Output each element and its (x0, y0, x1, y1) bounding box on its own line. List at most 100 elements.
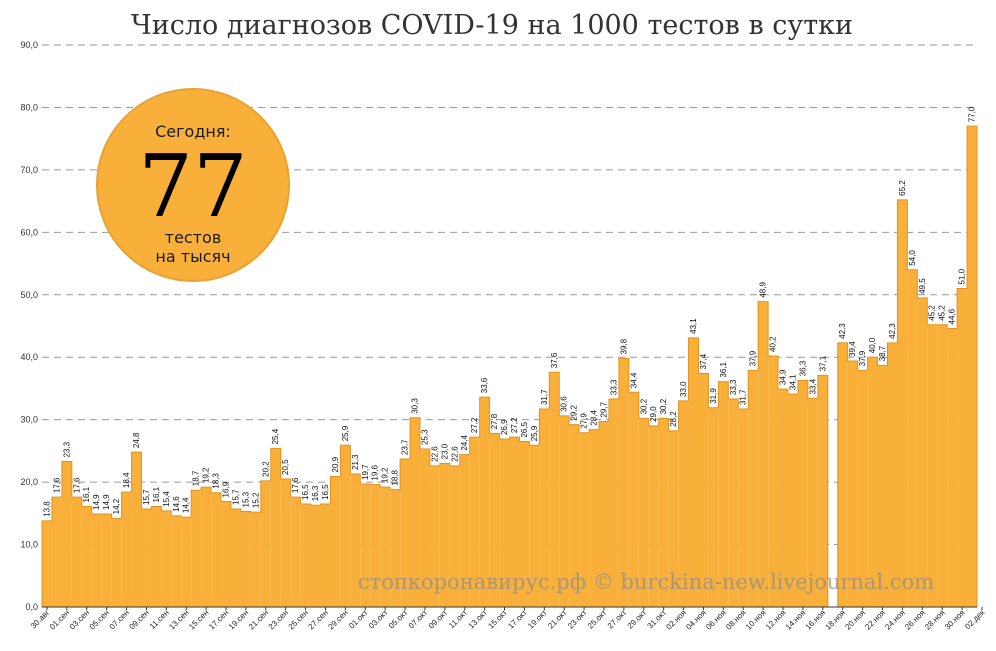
x-tick-label: 03.сен (68, 608, 91, 631)
x-tick-label: 22.ноя (863, 608, 887, 632)
bar (310, 505, 321, 607)
bar (101, 513, 112, 607)
badge-value: 77 (138, 137, 247, 237)
value-label: 14,6 (172, 496, 181, 512)
value-label: 21,3 (351, 454, 360, 470)
value-label: 33,0 (679, 381, 688, 397)
bar (161, 510, 172, 607)
bar (81, 506, 92, 607)
x-tick-label: 06.ноя (704, 608, 728, 632)
x-tick-label: 11.сен (148, 608, 171, 631)
value-label: 37,4 (699, 353, 708, 369)
x-tick-label: 07.окт (407, 608, 430, 631)
value-label: 15,4 (162, 491, 171, 507)
bar (638, 418, 649, 607)
x-tick-label: 02.ноя (664, 608, 688, 632)
bar (549, 372, 560, 607)
value-label: 45,2 (938, 305, 947, 321)
bar (419, 449, 430, 607)
bar (360, 483, 371, 607)
y-tick-label: 0,0 (25, 602, 38, 612)
value-label: 29,7 (599, 401, 608, 417)
x-tick-label: 21.окт (546, 608, 569, 631)
bar (529, 445, 540, 607)
bar (519, 441, 530, 607)
bar (171, 515, 182, 607)
value-label: 33,6 (480, 377, 489, 393)
bar (658, 418, 669, 607)
bar (51, 497, 62, 607)
value-label: 14,4 (182, 497, 191, 513)
x-tick-label: 07.сен (108, 608, 131, 631)
x-tick-label: 14.ноя (784, 608, 808, 632)
value-label: 23,7 (401, 439, 410, 455)
bar (191, 490, 202, 607)
bar (489, 433, 500, 607)
badge-line2: на тысяч (155, 247, 230, 266)
bar (887, 342, 898, 607)
bar (509, 437, 520, 607)
value-label: 16,1 (152, 486, 161, 502)
bar (847, 360, 858, 607)
bar (290, 497, 301, 607)
y-tick-label: 10,0 (20, 540, 38, 550)
x-tick-label: 08.ноя (724, 608, 748, 632)
x-tick-label: 10.ноя (744, 608, 768, 632)
bar (230, 508, 241, 607)
bar (300, 503, 311, 607)
value-label: 27,8 (490, 413, 499, 429)
bar (728, 399, 739, 607)
badge-line1: тестов (165, 228, 222, 247)
bar (390, 489, 401, 607)
value-label: 13,8 (42, 501, 51, 517)
value-label: 31,7 (739, 389, 748, 405)
bar (201, 487, 212, 607)
x-tick-label: 02.дек (963, 608, 987, 632)
value-label: 27,2 (510, 417, 519, 433)
value-label: 34,1 (788, 374, 797, 390)
value-label: 16,5 (321, 484, 330, 500)
x-tick-label: 17.окт (506, 608, 529, 631)
bar (71, 497, 82, 607)
bar (579, 432, 590, 607)
value-label: 15,3 (241, 491, 250, 507)
bar (539, 409, 550, 607)
x-tick-label: 30.ноя (943, 608, 967, 632)
y-axis-ticks: 0,0 10,0 20,0 30,0 40,0 50,0 60,0 70,0 80,0 90,0 (20, 40, 38, 612)
x-tick-label: 05.окт (387, 608, 410, 631)
value-label: 77,0 (968, 106, 977, 122)
x-tick-label: 15.окт (486, 608, 509, 631)
x-tick-label: 11.окт (447, 608, 469, 630)
bar (260, 480, 271, 607)
bar (628, 392, 639, 607)
chart-title: Число диагнозов COVID-19 на 1000 тестов … (131, 10, 853, 41)
value-label: 37,6 (550, 352, 559, 368)
bar (778, 389, 789, 607)
bar (668, 430, 679, 607)
value-label: 33,4 (808, 378, 817, 394)
value-label: 45,2 (928, 305, 937, 321)
bar (768, 355, 779, 607)
bar (589, 429, 600, 607)
value-label: 14,2 (112, 498, 121, 514)
x-tick-label: 23.окт (566, 608, 589, 631)
x-tick-label: 19.сен (227, 608, 250, 631)
bar (559, 415, 570, 607)
value-label: 24,4 (460, 435, 469, 451)
x-tick-label: 16.ноя (804, 608, 828, 632)
bar (330, 476, 341, 607)
bar (927, 324, 938, 607)
value-label: 37,9 (749, 350, 758, 366)
value-label: 33,3 (729, 379, 738, 395)
value-label: 19,2 (381, 467, 390, 483)
bar (439, 463, 450, 607)
bar (698, 373, 709, 607)
value-label: 37,1 (818, 355, 827, 371)
bar (181, 517, 192, 607)
value-label: 65,2 (898, 180, 907, 196)
bar (967, 126, 977, 607)
value-label: 25,9 (341, 425, 350, 441)
value-label: 15,7 (231, 489, 240, 505)
bar (131, 452, 142, 607)
bar (370, 484, 381, 607)
